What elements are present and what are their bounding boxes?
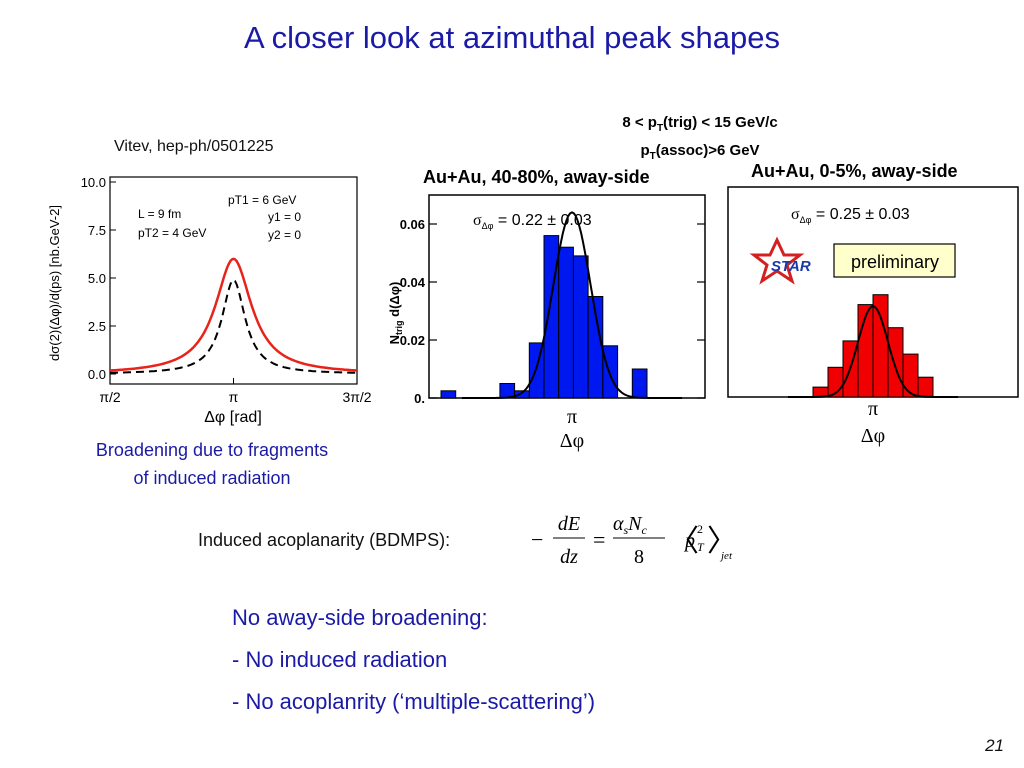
formula-sub-T: T: [697, 540, 705, 554]
formula-p: p: [683, 530, 695, 552]
formula-label: Induced acoplanarity (BDMPS):: [198, 530, 451, 550]
peripheral-bar: [572, 255, 589, 399]
theory-plot: 0.0 2.5 5.0 7.5 10.0 π/2 π 3π/2 dσ(2)(Δφ)/d(ps…: [47, 175, 372, 426]
peripheral-bar: [631, 368, 648, 399]
peripheral-y-tick-label: 0.06: [400, 217, 425, 232]
central-x-axis-label: Δφ: [861, 425, 885, 447]
theory-legend-y1: y1 = 0: [268, 210, 301, 224]
formula-jet: jet: [719, 550, 733, 562]
formula-alpha: αsNc: [613, 513, 648, 537]
peripheral-histogram: Au+Au, 40-80%, away-side 0.0.020.040.06 …: [387, 167, 706, 452]
peripheral-bars: [440, 235, 648, 399]
preliminary-badge-label: preliminary: [851, 252, 939, 272]
theory-y-axis-label: dσ(2)(Δφ)/d(ps) [nb.GeV-2]: [47, 205, 62, 361]
theory-x-ticks: π/2 π 3π/2: [99, 378, 372, 405]
peripheral-y-ticks: 0. 0.02 0.04 0.06: [400, 217, 705, 406]
theory-curve-dashed: [109, 278, 358, 374]
theory-legend-y2: y2 = 0: [268, 228, 301, 242]
peripheral-bar: [558, 246, 574, 399]
theory-x-axis-label: Δφ [rad]: [204, 409, 262, 426]
theory-legend-L: L = 9 fm: [138, 207, 181, 221]
formula-dE: dE: [558, 513, 580, 535]
theory-y-tick-label: 10.0: [81, 175, 106, 190]
reference-label: Vitev, hep-ph/0501225: [114, 138, 274, 155]
formula-left-angle: 〈: [669, 525, 699, 558]
conclusion-heading: No away-side broadening:: [232, 605, 488, 630]
peripheral-y-tick-label: 0.02: [400, 333, 425, 348]
conclusion-item-1: - No induced radiation: [232, 647, 448, 672]
theory-x-tick-label: π: [229, 389, 239, 405]
svg-text:STAR: STAR: [771, 258, 811, 275]
central-fit-curve: [788, 305, 958, 398]
formula-dz: dz: [560, 546, 578, 568]
central-histogram: Au+Au, 0-5%, away-side σΔφ = 0.25 ± 0.03…: [727, 161, 1019, 447]
peripheral-bar: [602, 345, 619, 399]
slide-title: A closer look at azimuthal peak shapes: [244, 20, 780, 55]
peripheral-fit-curve: [462, 211, 682, 399]
trigger-line-2: pT(assoc)>6 GeV: [640, 142, 760, 162]
central-x-pi-label: π: [868, 398, 878, 420]
formula-eight: 8: [634, 546, 644, 568]
central-bar: [917, 376, 934, 398]
caption-line-1: Broadening due to fragments: [95, 440, 329, 460]
theory-y-tick-label: 7.5: [88, 223, 106, 238]
theory-x-tick-label: 3π/2: [342, 389, 371, 405]
bdmps-formula: − dE dz = αsNc 8 〈 p 2 T 〉 jet: [531, 513, 737, 568]
formula-sup-2: 2: [697, 522, 703, 536]
peripheral-bar: [543, 235, 560, 399]
central-bar: [872, 294, 889, 398]
trigger-condition: 8 < pT(trig) < 15 GeV/c pT(assoc)>6 GeV: [570, 112, 830, 168]
theory-y-tick-label: 5.0: [88, 271, 106, 286]
central-histogram-title: Au+Au, 0-5%, away-side: [751, 161, 958, 181]
formula-equals: =: [593, 527, 605, 552]
figure-caption: Broadening due to fragments of induced r…: [52, 436, 372, 492]
conclusion-item-2: - No acoplanrity (‘multiple-scattering’): [232, 689, 596, 714]
preliminary-badge: [833, 243, 956, 278]
theory-legend-pt1: pT1 = 6 GeV: [228, 193, 296, 207]
formula-minus: −: [531, 527, 543, 552]
star-logo-icon: STAR: [749, 236, 811, 285]
central-sigma-annotation: σΔφ = 0.25 ± 0.03: [791, 206, 910, 225]
theory-x-tick-label: π/2: [99, 389, 121, 405]
central-bars: [812, 294, 934, 398]
theory-curve-solid: [109, 257, 358, 372]
peripheral-y-tick-label: 0.04: [400, 275, 426, 290]
theory-legend-pt2: pT2 = 4 GeV: [138, 226, 206, 240]
central-bar: [887, 327, 904, 398]
theory-y-tick-label: 0.0: [88, 367, 106, 382]
peripheral-histogram-title: Au+Au, 40-80%, away-side: [423, 167, 650, 187]
peripheral-y-tick-label: 0.: [414, 391, 425, 406]
peripheral-bar: [440, 390, 457, 399]
page-number: 21: [985, 736, 1004, 755]
peripheral-x-pi-label: π: [567, 406, 577, 428]
central-bar: [902, 353, 919, 398]
peripheral-x-axis-label: Δφ: [560, 430, 584, 452]
theory-y-ticks: 0.0 2.5 5.0 7.5 10.0: [81, 175, 116, 382]
trigger-line-1: 8 < pT(trig) < 15 GeV/c: [622, 114, 778, 134]
conclusion-list: No away-side broadening: - No induced ra…: [232, 597, 595, 723]
caption-line-2: of induced radiation: [133, 468, 291, 488]
theory-y-tick-label: 2.5: [88, 319, 106, 334]
formula-right-angle: 〉: [707, 525, 737, 558]
peripheral-y-axis-label: Ntrig d(Δφ): [387, 282, 404, 345]
